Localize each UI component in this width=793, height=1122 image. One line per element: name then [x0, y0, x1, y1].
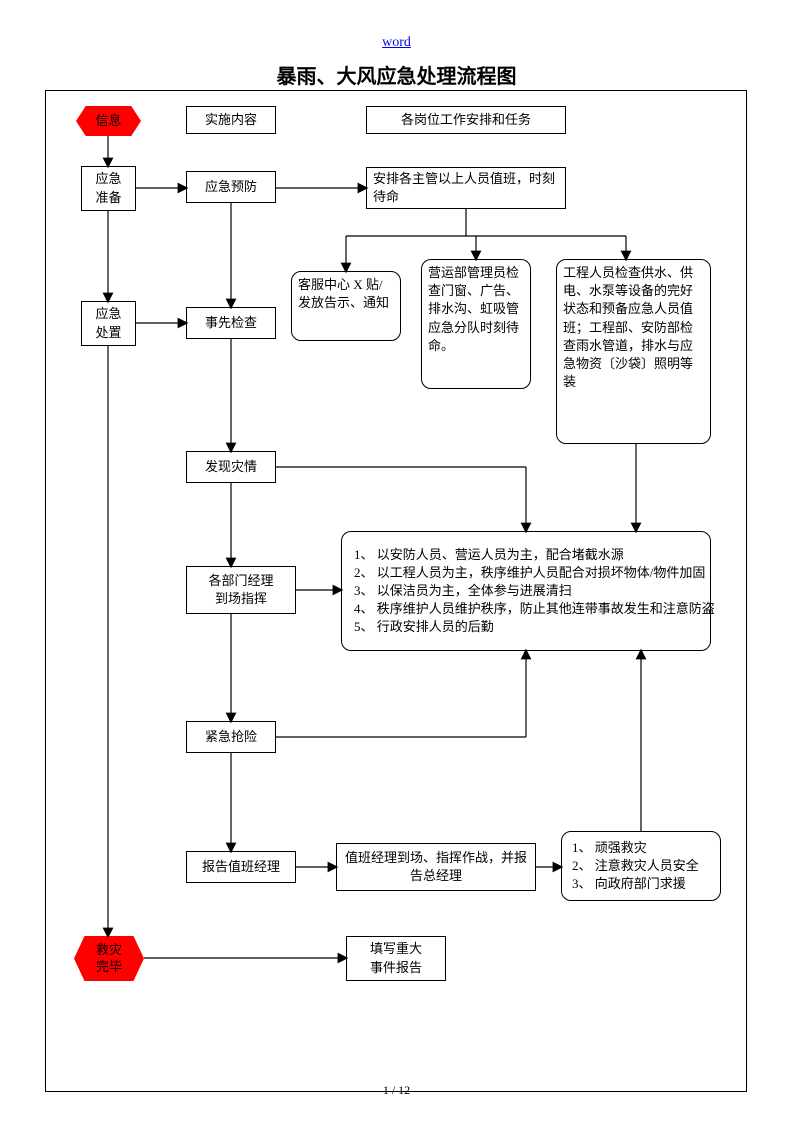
node-list3: 1、 顽强救灾 2、 注意救灾人员安全 3、 向政府部门求援 [561, 831, 721, 901]
list5-4: 4、 秩序维护人员维护秩序，防止其他连带事故发生和注意防盗 [354, 600, 715, 618]
list5-5: 5、 行政安排人员的后勤 [354, 618, 494, 636]
node-service: 客服中心 X 贴/发放告示、通知 [291, 271, 401, 341]
label-implement: 实施内容 [186, 106, 276, 134]
list3-3: 3、 向政府部门求援 [572, 875, 686, 893]
label-tasks: 各岗位工作安排和任务 [366, 106, 566, 134]
phase-prepare: 应急 准备 [81, 166, 136, 211]
hex-info: 信息 [76, 106, 141, 136]
node-big-list: 1、 以安防人员、营运人员为主，配合堵截水源 2、 以工程人员为主，秩序维护人员… [341, 531, 711, 651]
node-fill-report: 填写重大 事件报告 [346, 936, 446, 981]
list5-3: 3、 以保洁员为主，全体参与进展清扫 [354, 582, 572, 600]
phase-handle: 应急 处置 [81, 301, 136, 346]
node-report-mgr: 报告值班经理 [186, 851, 296, 883]
page-title: 暴雨、大风应急处理流程图 [0, 60, 793, 89]
node-ops: 营运部管理员检查门窗、广告、排水沟、虹吸管应急分队时刻待命。 [421, 259, 531, 389]
page-number: 1 / 12 [0, 1083, 793, 1098]
list3-2: 2、 注意救灾人员安全 [572, 857, 699, 875]
node-arrange: 安排各主管以上人员值班，时刻待命 [366, 167, 566, 209]
list3-1: 1、 顽强救灾 [572, 839, 647, 857]
list5-2: 2、 以工程人员为主，秩序维护人员配合对损坏物体/物件加固 [354, 564, 705, 582]
node-duty-arrive: 值班经理到场、指挥作战，并报告总经理 [336, 843, 536, 891]
diagram-frame: 信息 实施内容 各岗位工作安排和任务 应急 准备 应急预防 安排各主管以上人员值… [45, 90, 747, 1092]
node-prevent: 应急预防 [186, 171, 276, 203]
node-rescue: 紧急抢险 [186, 721, 276, 753]
node-precheck: 事先检查 [186, 307, 276, 339]
header-link[interactable]: word [0, 35, 793, 51]
list5-1: 1、 以安防人员、营运人员为主，配合堵截水源 [354, 546, 624, 564]
node-eng: 工程人员检查供水、供电、水泵等设备的完好状态和预备应急人员值班；工程部、安防部检… [556, 259, 711, 444]
node-discover: 发现灾情 [186, 451, 276, 483]
node-managers: 各部门经理 到场指挥 [186, 566, 296, 614]
hex-done: 救灾 完毕 [74, 936, 144, 981]
